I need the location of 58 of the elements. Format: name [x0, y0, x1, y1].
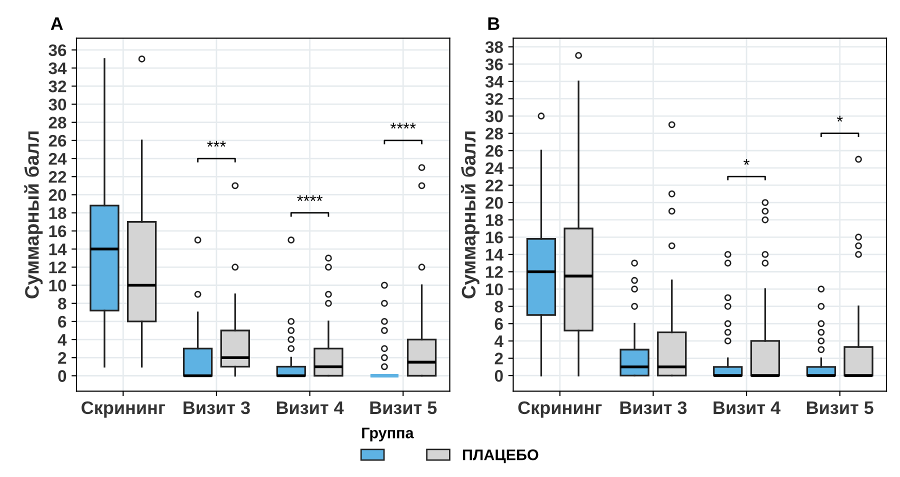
y-tick-label: 24: [486, 162, 504, 174]
chart-title: A: [50, 17, 63, 30]
y-tick-label: 14: [49, 244, 67, 256]
y-tick-label: 4: [494, 336, 504, 347]
legend-title: Группа: [362, 428, 414, 442]
y-tick-label: 4: [58, 334, 67, 346]
y-tick-label: 34: [48, 62, 67, 74]
y-tick-label: 2: [58, 352, 66, 364]
y-tick-label: 16: [49, 225, 66, 238]
y-tick-label: 26: [48, 134, 66, 147]
y-tick-label: 18: [49, 207, 66, 220]
y-tick-label: 28: [48, 116, 66, 129]
x-tick-label: Визит 3: [184, 401, 250, 414]
y-tick-label: 6: [494, 318, 503, 330]
y-tick-label: 24: [48, 152, 67, 165]
y-tick-label: 22: [486, 180, 503, 192]
annotation: *: [836, 116, 843, 122]
y-tick-label: 36: [485, 58, 503, 70]
y-tick-label: 34: [485, 76, 504, 88]
y-tick-label: 8: [494, 300, 503, 313]
x-tick-label: Визит 5: [806, 402, 874, 414]
y-tick-label: 30: [485, 110, 503, 122]
annotation: ***: [207, 140, 226, 147]
y-tick-label: 10: [486, 283, 503, 296]
x-tick-label: Визит 5: [370, 402, 437, 414]
y-tick-label: 12: [49, 262, 66, 274]
x-tick-label: Визит 3: [620, 401, 687, 414]
chart-title: B: [488, 17, 500, 30]
y-tick-label: 30: [48, 98, 66, 110]
x-tick-label: Визит 4: [276, 402, 344, 414]
y-tick-label: 8: [58, 298, 66, 310]
y-tick-label: 36: [48, 44, 66, 56]
y-tick-label: 6: [58, 316, 66, 328]
y-tick-label: 20: [48, 189, 66, 201]
legend-label: ПЛАЦЕБО: [462, 449, 538, 464]
y-tick-label: 14: [486, 249, 504, 260]
y-tick-label: 18: [486, 214, 503, 226]
annotation: *: [744, 159, 750, 165]
x-tick-label: Скрининг: [518, 401, 602, 418]
y-tick-label: 32: [48, 80, 66, 92]
y-tick-label: 26: [486, 145, 503, 157]
y-tick-label: 32: [485, 93, 503, 105]
y-tick-label: 10: [49, 280, 66, 292]
y-tick-label: 22: [48, 171, 66, 183]
y-tick-label: 20: [486, 196, 503, 209]
y-tick-label: 0: [494, 370, 503, 382]
y-tick-label: 2: [494, 352, 503, 364]
y-axis-title: Суммарный балл: [24, 131, 43, 298]
y-tick-label: 16: [486, 232, 503, 244]
x-tick-label: Визит 4: [714, 402, 780, 414]
x-tick-label: Скрининг: [82, 401, 165, 418]
y-tick-label: 12: [486, 266, 503, 278]
annotation: ****: [390, 122, 416, 129]
annotation: ****: [297, 195, 323, 202]
y-tick-label: 38: [485, 41, 503, 54]
y-tick-label: 28: [486, 128, 503, 140]
y-tick-label: 0: [58, 370, 66, 382]
y-axis-title: Суммарный балл: [460, 131, 480, 298]
